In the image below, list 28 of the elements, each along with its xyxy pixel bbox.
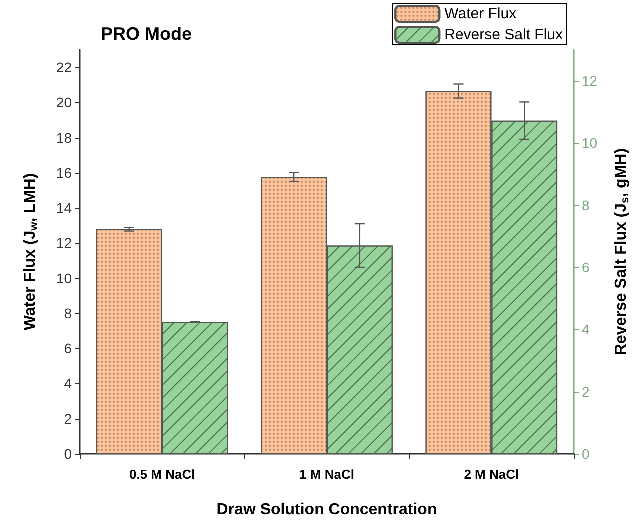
x-tick-label: 2 M NaCl bbox=[464, 467, 520, 482]
y2-tick-label: 8 bbox=[582, 197, 590, 214]
y2-tick-label: 6 bbox=[582, 260, 590, 276]
legend-label: Water Flux bbox=[444, 6, 518, 22]
y2-axis-title: Reverse Salt Flux (Js, gMH) bbox=[613, 148, 632, 356]
y-tick-label: 16 bbox=[56, 164, 72, 181]
y2-tick-label: 2 bbox=[582, 384, 590, 400]
y2-tick-label: 0 bbox=[582, 446, 590, 462]
y-tick-label: 8 bbox=[64, 305, 72, 322]
x-tick-label: 0.5 M NaCl bbox=[129, 467, 196, 482]
y-tick-label: 4 bbox=[64, 376, 72, 392]
chart-title: PRO Mode bbox=[101, 24, 192, 44]
y-tick-label: 20 bbox=[56, 94, 72, 111]
y-tick-label: 22 bbox=[56, 60, 72, 76]
legend-label: Reverse Salt Flux bbox=[444, 26, 564, 44]
x-axis-title: Draw Solution Concentration bbox=[216, 502, 438, 518]
y-tick-label: 10 bbox=[56, 270, 72, 286]
y-tick-label: 18 bbox=[56, 130, 72, 146]
y-tick-label: 2 bbox=[64, 410, 72, 427]
y-axis-title: Water Flux (Jw, LMH) bbox=[22, 173, 40, 331]
y2-tick-label: 4 bbox=[582, 322, 590, 338]
y-tick-label: 6 bbox=[64, 340, 72, 357]
y-tick-label: 14 bbox=[56, 200, 72, 216]
y2-tick-label: 10 bbox=[582, 135, 598, 152]
y2-tick-label: 12 bbox=[582, 73, 598, 90]
y-tick-label: 0 bbox=[64, 446, 72, 462]
x-tick-label: 1 M NaCl bbox=[300, 467, 354, 482]
y-tick-label: 12 bbox=[56, 235, 72, 252]
